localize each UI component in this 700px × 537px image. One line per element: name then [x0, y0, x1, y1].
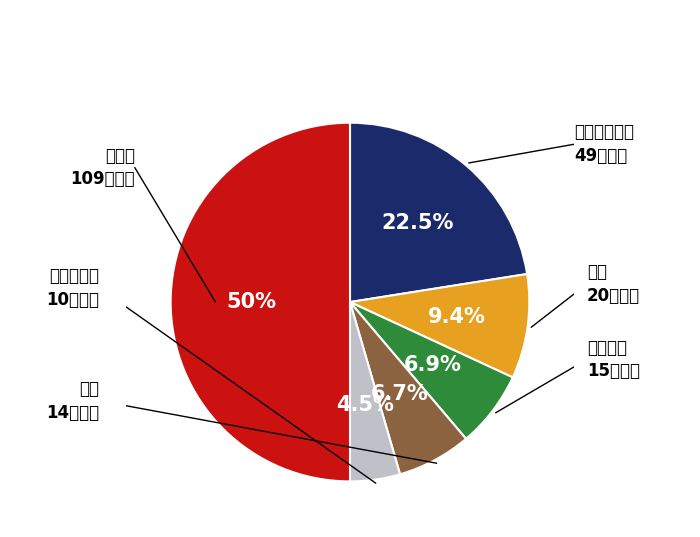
Wedge shape: [350, 302, 513, 439]
Wedge shape: [350, 302, 400, 481]
Text: 英国
14億ドル: 英国 14億ドル: [46, 380, 99, 422]
Wedge shape: [350, 123, 527, 302]
Text: 9.4%: 9.4%: [428, 307, 486, 327]
Text: 22.5%: 22.5%: [382, 213, 454, 233]
Text: 日本
20億ドル: 日本 20億ドル: [587, 263, 640, 305]
Wedge shape: [350, 274, 529, 378]
Text: 6.7%: 6.7%: [370, 384, 428, 404]
Text: 50%: 50%: [226, 292, 276, 312]
Text: その他
109億ドル: その他 109億ドル: [70, 147, 135, 188]
Text: オランダ
15億ドル: オランダ 15億ドル: [587, 339, 640, 380]
Text: マレーシア
10億ドル: マレーシア 10億ドル: [46, 267, 99, 309]
Text: 2014年１〜9月の国別外国直接投資額: 2014年１〜9月の国別外国直接投資額: [152, 20, 548, 53]
Text: シンガポール
49億ドル: シンガポール 49億ドル: [574, 124, 634, 165]
Wedge shape: [350, 302, 466, 474]
Text: 4.5%: 4.5%: [336, 395, 393, 415]
Wedge shape: [171, 123, 350, 481]
Text: 6.9%: 6.9%: [404, 355, 462, 375]
